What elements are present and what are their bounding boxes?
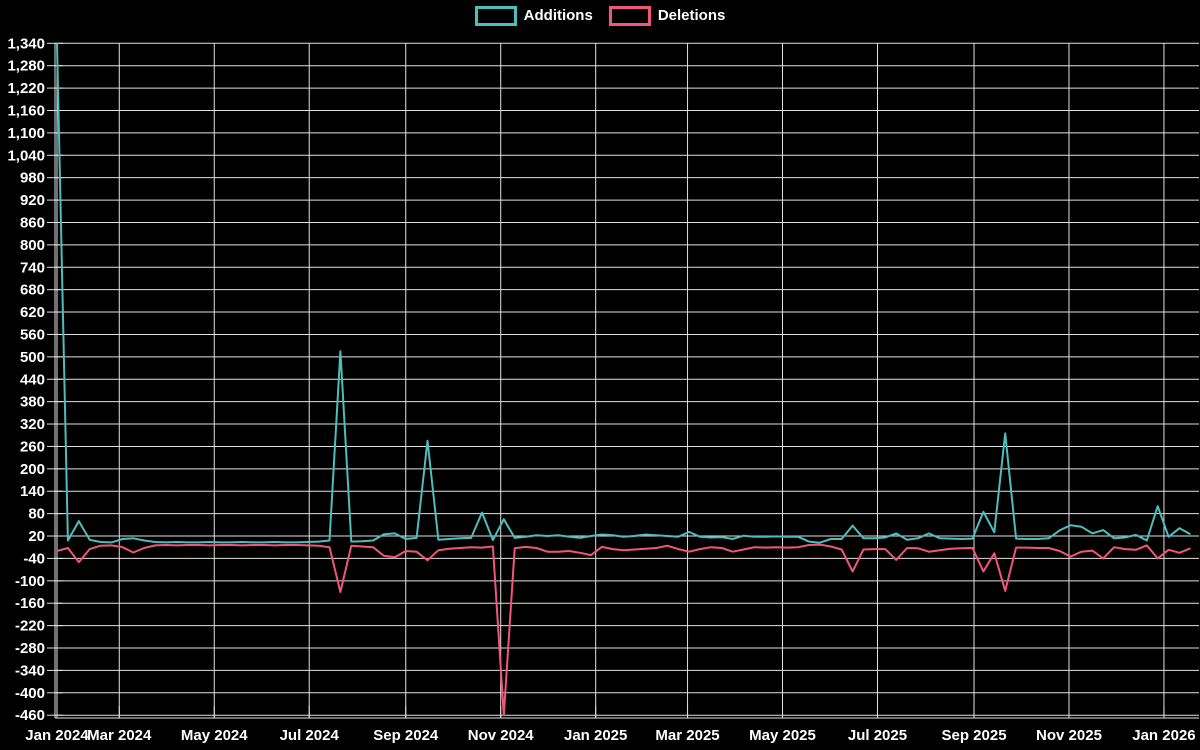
y-tick-label: 740 <box>20 259 45 276</box>
y-tick-label: -340 <box>15 662 45 679</box>
x-tick-label: Mar 2025 <box>655 727 719 744</box>
x-tick-label: Sep 2025 <box>941 727 1006 744</box>
y-tick-label: 1,280 <box>7 58 45 75</box>
y-tick-label: 1,160 <box>7 102 45 119</box>
additions-swatch-icon <box>474 6 517 26</box>
chart-legend: Additions Deletions <box>0 6 1200 26</box>
x-tick-label: Jul 2024 <box>280 727 340 744</box>
y-tick-label: 800 <box>20 237 45 254</box>
x-tick-label: Jan 2026 <box>1132 727 1195 744</box>
deletions-line <box>56 543 1191 717</box>
y-tick-label: 860 <box>20 214 45 231</box>
y-tick-label: 560 <box>20 326 45 343</box>
y-tick-label: -280 <box>15 640 45 657</box>
legend-label-additions: Additions <box>523 7 593 24</box>
y-tick-label: -100 <box>15 573 45 590</box>
additions-line <box>56 43 1191 544</box>
x-tick-label: Nov 2025 <box>1036 727 1102 744</box>
y-tick-label: 1,340 <box>7 35 45 52</box>
y-tick-label: -400 <box>15 685 45 702</box>
deletions-swatch-icon <box>608 6 651 26</box>
y-tick-label: 980 <box>20 170 45 187</box>
legend-item-deletions[interactable]: Deletions <box>608 6 726 26</box>
x-tick-label: Jul 2025 <box>848 727 907 744</box>
x-tick-label: Sep 2024 <box>373 727 439 744</box>
y-tick-label: -160 <box>15 595 45 612</box>
legend-label-deletions: Deletions <box>657 7 726 24</box>
x-tick-label: Jan 2024 <box>25 727 89 744</box>
y-tick-label: 1,220 <box>7 80 45 97</box>
y-tick-label: -460 <box>15 707 45 724</box>
y-tick-label: 200 <box>20 461 45 478</box>
x-tick-label: Jan 2025 <box>564 727 627 744</box>
legend-item-additions[interactable]: Additions <box>474 6 593 26</box>
y-tick-label: 440 <box>20 371 45 388</box>
y-tick-label: 500 <box>20 349 45 366</box>
y-tick-label: 140 <box>20 483 45 500</box>
x-tick-label: Nov 2024 <box>468 727 535 744</box>
y-tick-label: 1,040 <box>7 147 45 164</box>
y-tick-label: 920 <box>20 192 45 209</box>
y-tick-label: 20 <box>28 528 45 545</box>
x-tick-label: May 2024 <box>181 727 248 744</box>
x-tick-label: May 2025 <box>749 727 816 744</box>
y-tick-label: 80 <box>28 506 45 523</box>
x-tick-label: Mar 2024 <box>87 727 152 744</box>
y-tick-label: 620 <box>20 304 45 321</box>
y-tick-label: 320 <box>20 416 45 433</box>
y-tick-label: 680 <box>20 282 45 299</box>
y-tick-label: -40 <box>23 550 45 567</box>
y-tick-label: -220 <box>15 618 45 635</box>
y-tick-label: 260 <box>20 438 45 455</box>
y-tick-label: 1,100 <box>7 125 45 142</box>
y-tick-label: 380 <box>20 394 45 411</box>
